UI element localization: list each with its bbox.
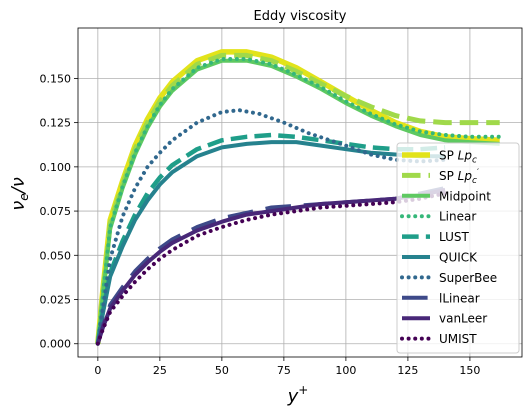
- x-tick-label: 100: [335, 364, 356, 377]
- x-tick-label: 125: [397, 364, 418, 377]
- legend-label: LUST: [439, 230, 469, 244]
- series-line: [95, 132, 446, 345]
- legend-label: SuperBee: [439, 271, 497, 285]
- y-tick-label: 0.100: [40, 161, 72, 174]
- chart-title: Eddy viscosity: [254, 9, 347, 24]
- series-line: [95, 108, 448, 346]
- x-tick-label: 150: [459, 364, 480, 377]
- legend-label: Linear: [439, 210, 476, 224]
- y-tick-label: 0.075: [40, 205, 72, 218]
- series-line: [95, 140, 446, 345]
- y-tick-label: 0.000: [40, 338, 72, 351]
- legend-label: lLinear: [439, 291, 480, 305]
- legend-label: Midpoint: [439, 189, 491, 203]
- legend-label: SP Lpc′: [439, 168, 479, 186]
- legend-label: SP Lpc: [439, 149, 477, 166]
- series-line: [95, 187, 446, 345]
- x-axis-label: y+: [287, 383, 309, 407]
- x-tick-label: 25: [153, 364, 167, 377]
- y-tick-label: 0.025: [40, 294, 72, 307]
- x-tick-label: 0: [94, 364, 101, 377]
- series-line: [95, 186, 446, 345]
- legend-label: vanLeer: [439, 312, 487, 326]
- y-axis-label: νe/ν: [8, 177, 31, 211]
- series-line: [95, 191, 448, 346]
- legend: SP Lpc SP Lpc′ Midpoint Linear LUST QUICK Supe…: [396, 142, 520, 354]
- x-tick-label: 50: [215, 364, 229, 377]
- axes: 0 25 50 75 100 125 150 0.000 0.025 0.050 0.075 0.10…: [40, 72, 481, 377]
- series-line: [95, 57, 502, 346]
- series-lines: [95, 49, 502, 346]
- legend-label: UMIST: [439, 332, 477, 346]
- y-tick-label: 0.150: [40, 72, 72, 85]
- y-tick-label: 0.125: [40, 117, 72, 130]
- y-tick-label: 0.050: [40, 249, 72, 262]
- plot-frame: [77, 27, 523, 358]
- legend-label: QUICK: [439, 251, 478, 265]
- x-tick-label: 75: [277, 364, 291, 377]
